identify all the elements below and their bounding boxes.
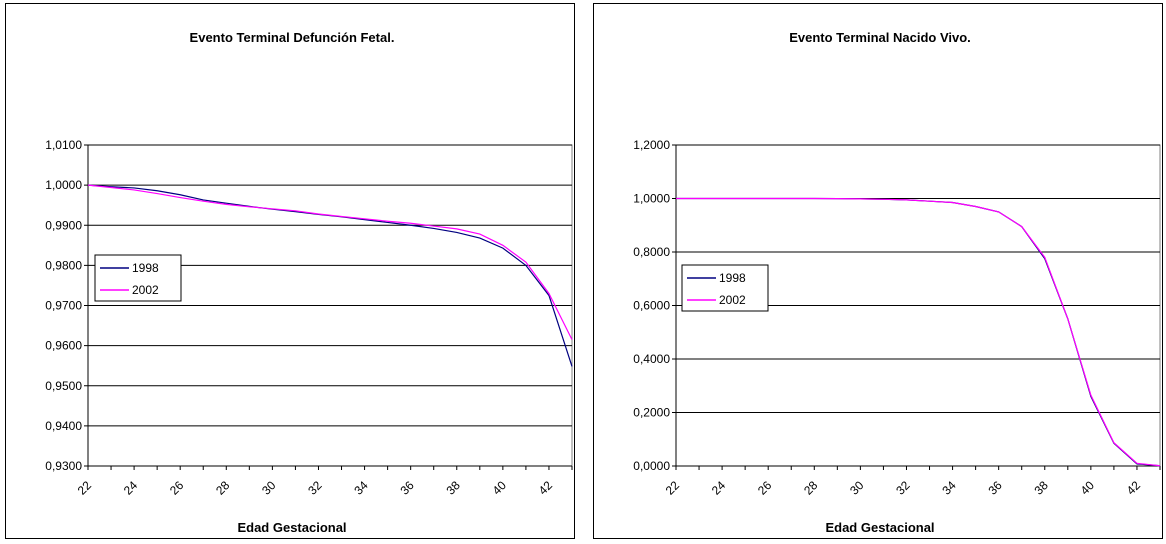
y-tick-label: 0,9700 [45, 299, 82, 313]
y-tick-label: 1,2000 [633, 138, 670, 152]
x-axis-label: Edad Gestacional [237, 520, 346, 535]
legend-box [94, 254, 182, 302]
y-tick-label: 0,9300 [45, 459, 82, 473]
y-tick-label: 0,8000 [633, 245, 670, 259]
chart-defuncion-fetal: Evento Terminal Defunción Fetal. 0,9300 0,… [45, 30, 573, 535]
legend: 1998 2002 [94, 254, 182, 302]
x-tick-label: 32 [305, 478, 325, 498]
x-tick-label: 42 [1124, 478, 1144, 498]
chart-panel-defuncion-fetal: Evento Terminal Defunción Fetal. 0,9300 0,… [5, 3, 575, 539]
x-tick-label: 24 [709, 478, 729, 498]
chart-panel-nacido-vivo: Evento Terminal Nacido Vivo. 0,0000 0,2000… [593, 3, 1163, 539]
chart-nacido-vivo: Evento Terminal Nacido Vivo. 0,0000 0,2000… [633, 30, 1161, 535]
x-tick-label: 32 [893, 478, 913, 498]
x-tick-label: 22 [75, 478, 95, 498]
x-tick-label: 26 [755, 478, 775, 498]
legend-box [681, 264, 769, 312]
x-tick-label: 40 [1078, 478, 1098, 498]
x-tick-label: 38 [444, 478, 464, 498]
x-tick-label: 24 [121, 478, 141, 498]
y-tick-label: 1,0000 [633, 192, 670, 206]
legend-label-1998: 1998 [132, 261, 159, 275]
x-tick-label: 34 [939, 478, 959, 498]
x-tick-label: 30 [847, 478, 867, 498]
legend-label-2002: 2002 [719, 293, 746, 307]
x-tick-label: 30 [259, 478, 279, 498]
y-tick-label: 0,9900 [45, 218, 82, 232]
y-tick-label: 1,0000 [45, 178, 82, 192]
legend-label-2002: 2002 [132, 283, 159, 297]
x-tick-label: 34 [351, 478, 371, 498]
y-tick-label: 0,9800 [45, 258, 82, 272]
x-tick-label: 22 [663, 478, 683, 498]
y-tick-label: 1,0100 [45, 138, 82, 152]
x-tick-label: 40 [490, 478, 510, 498]
x-tick-label: 38 [1032, 478, 1052, 498]
y-tick-label: 0,9400 [45, 419, 82, 433]
x-axis-label: Edad Gestacional [825, 520, 934, 535]
x-tick-label: 42 [536, 478, 556, 498]
y-tick-label: 0,9600 [45, 339, 82, 353]
x-tick-label: 26 [167, 478, 187, 498]
series-line-2002 [676, 197, 1161, 467]
x-tick-label: 36 [397, 478, 417, 498]
series-line-2002 [87, 184, 573, 340]
y-tick-label: 0,6000 [633, 299, 670, 313]
y-tick-label: 0,9500 [45, 379, 82, 393]
x-tick-label: 28 [801, 478, 821, 498]
legend: 1998 2002 [681, 264, 769, 312]
legend-label-1998: 1998 [719, 271, 746, 285]
y-tick-label: 0,4000 [633, 352, 670, 366]
y-tick-label: 0,0000 [633, 459, 670, 473]
x-tick-label: 36 [985, 478, 1005, 498]
chart-title: Evento Terminal Defunción Fetal. [190, 30, 395, 45]
y-tick-label: 0,2000 [633, 406, 670, 420]
x-tick-label: 28 [213, 478, 233, 498]
chart-title: Evento Terminal Nacido Vivo. [789, 30, 971, 45]
